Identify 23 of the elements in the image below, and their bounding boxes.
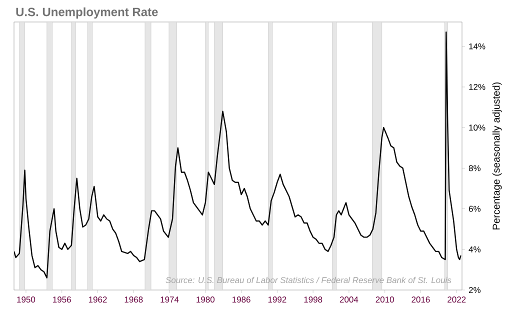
- x-tick-label: 2010: [376, 296, 394, 303]
- x-tick-label: 1986: [232, 296, 250, 303]
- y-tick-label: 10%: [469, 124, 486, 131]
- annotation: Source: U.S. Bureau of Labor Statistics / Federal Reserve Bank of St. Louis: [166, 276, 452, 284]
- x-tick-label: 1968: [124, 296, 143, 303]
- y-tick-label: 8%: [468, 165, 481, 172]
- x-tick-label: 1980: [196, 296, 215, 303]
- y-tick-label: 2%: [468, 287, 481, 293]
- x-tick-label: 1962: [88, 296, 107, 303]
- x-tick-label: 1974: [160, 296, 179, 303]
- x-tick-label: 1992: [268, 296, 286, 303]
- chart-title: U.S. Unemployment Rate: [16, 7, 158, 19]
- x-tick-label: 2022: [448, 296, 466, 303]
- x-tick-label: 2004: [340, 296, 358, 303]
- y-tick-label: 4%: [468, 246, 481, 252]
- y-tick-label: 14%: [469, 43, 486, 50]
- x-tick-label: 1950: [17, 296, 36, 303]
- x-tick-label: 1956: [53, 296, 71, 303]
- x-tick-label: 2016: [412, 296, 430, 303]
- y-axis-title: Percentage (seasonally adjusted): [492, 82, 502, 230]
- y-tick-label: 12%: [469, 84, 486, 90]
- y-tick-label: 6%: [468, 206, 481, 212]
- x-tick-label: 1998: [304, 296, 322, 303]
